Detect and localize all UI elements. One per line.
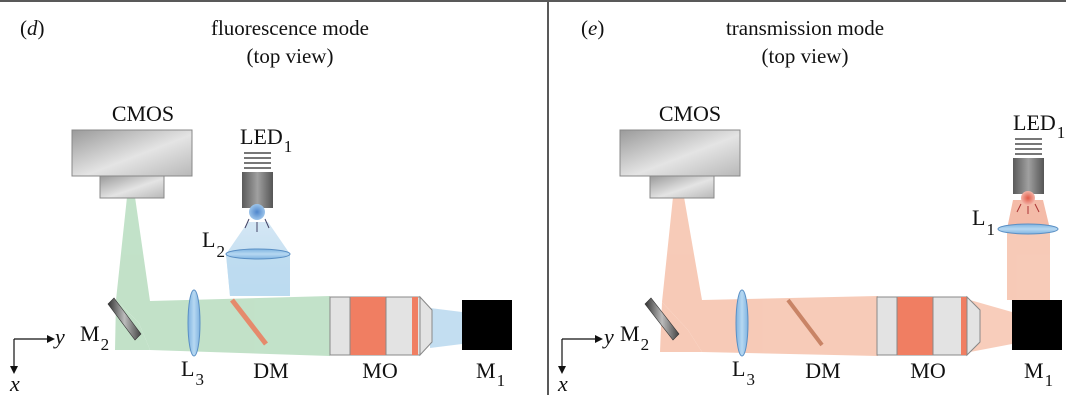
panel-d-title: fluorescence mode bbox=[211, 16, 369, 40]
lens-l2 bbox=[225, 248, 291, 260]
led-label: LED1 bbox=[240, 124, 292, 156]
cmos-camera-e bbox=[619, 129, 741, 199]
mirror-m1 bbox=[462, 300, 512, 350]
lens-l1-label: L1 bbox=[972, 205, 995, 239]
dichroic-label: DM bbox=[253, 358, 288, 383]
axis-x-label-e: x bbox=[557, 371, 568, 395]
mirror-m2 bbox=[107, 297, 142, 341]
axis-y-label: y bbox=[53, 324, 65, 349]
cmos-label: CMOS bbox=[112, 101, 174, 126]
panel-e-subtitle: (top view) bbox=[762, 44, 849, 68]
axis-x-label: x bbox=[9, 371, 20, 395]
panel-d-letter: (d) bbox=[20, 16, 45, 40]
axes-indicator-e bbox=[558, 335, 603, 374]
objective-label: MO bbox=[362, 358, 397, 383]
mirror-m1-e bbox=[1012, 300, 1062, 350]
beam-to-m1 bbox=[430, 308, 462, 348]
dichroic-mirror-e bbox=[786, 298, 824, 347]
led-label-e: LED1 bbox=[1013, 110, 1065, 142]
led-glow-icon-e bbox=[1021, 191, 1035, 205]
mirror-m1-label: M1 bbox=[476, 358, 505, 390]
lens-l3-label: L3 bbox=[181, 356, 204, 389]
panel-e-title: transmission mode bbox=[726, 16, 884, 40]
lens-l3-label-e: L3 bbox=[732, 356, 755, 389]
microscope-objective-e bbox=[876, 295, 981, 357]
mirror-m2-label: M2 bbox=[80, 321, 109, 354]
mirror-m2-e bbox=[644, 297, 680, 341]
panel-d: (d) fluorescence mode (top view) CMOS bbox=[9, 16, 512, 396]
lens-l3-e bbox=[735, 289, 749, 357]
mirror-m2-label-e: M2 bbox=[620, 321, 649, 354]
lens-l1 bbox=[997, 223, 1059, 235]
axes-indicator bbox=[10, 335, 55, 374]
transmission-beam bbox=[660, 197, 1050, 356]
lens-l3 bbox=[187, 289, 201, 357]
lens-l2-label: L2 bbox=[202, 227, 225, 261]
panel-e: (e) transmission mode (top view) CMOS bbox=[557, 16, 1065, 396]
led-source bbox=[242, 152, 273, 232]
objective-label-e: MO bbox=[910, 358, 945, 383]
panel-e-letter: (e) bbox=[581, 16, 604, 40]
led-source-e bbox=[1013, 138, 1044, 214]
axis-y-label-e: y bbox=[602, 324, 614, 349]
dichroic-label-e: DM bbox=[805, 358, 840, 383]
cmos-label-e: CMOS bbox=[659, 101, 721, 126]
microscope-objective bbox=[329, 295, 433, 357]
cmos-camera bbox=[71, 129, 193, 199]
led-glow-icon bbox=[249, 204, 265, 220]
mirror-m1-label-e: M1 bbox=[1024, 358, 1053, 390]
panel-d-subtitle: (top view) bbox=[247, 44, 334, 68]
emission-beam bbox=[115, 197, 330, 356]
dichroic-mirror bbox=[230, 298, 268, 346]
